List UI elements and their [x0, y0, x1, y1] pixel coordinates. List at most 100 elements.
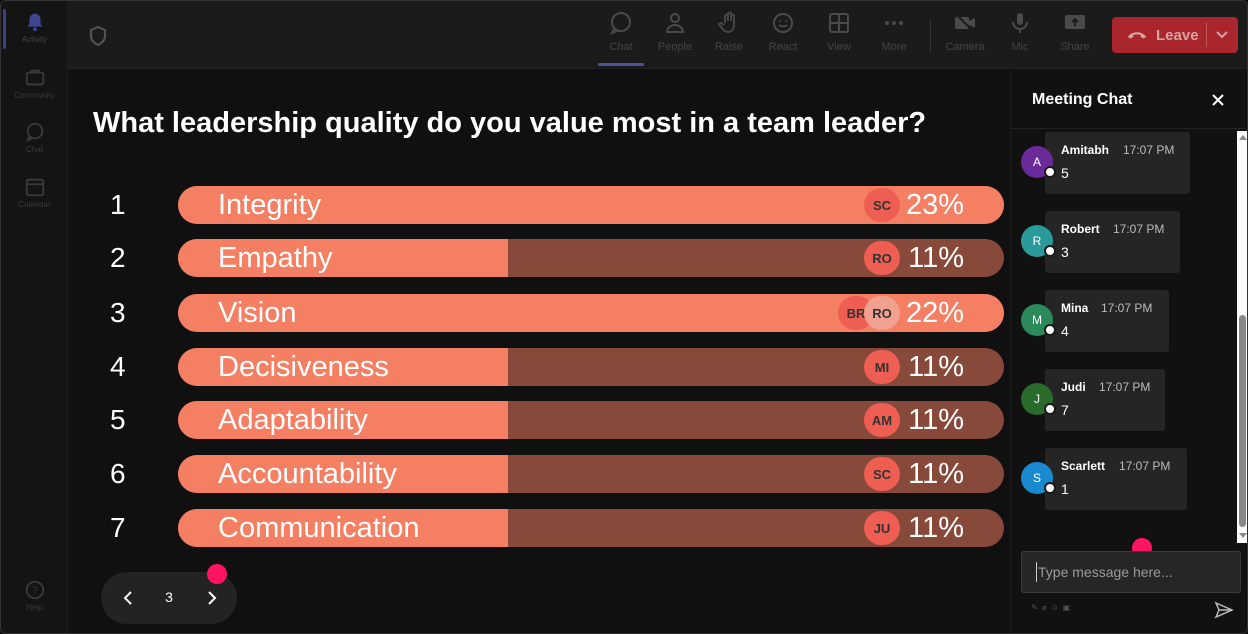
chat-scrollbar[interactable] — [1237, 131, 1247, 543]
rail-item-calendar[interactable]: Calendar — [1, 176, 68, 226]
shield-icon[interactable] — [88, 25, 108, 47]
poll-option-6: 6 Accountability SC 11% — [68, 455, 1010, 493]
chat-icon — [609, 12, 631, 35]
chevron-down-icon[interactable] — [1212, 25, 1232, 45]
message-text: 1 — [1061, 481, 1069, 497]
poll-results: What leadership quality do you value mos… — [68, 69, 1010, 633]
emoji-icon[interactable]: ☺ — [1050, 603, 1059, 612]
message-text: 5 — [1061, 165, 1069, 181]
view-button[interactable]: View — [816, 11, 862, 63]
mic-button[interactable]: Mic — [997, 11, 1043, 63]
message-bubble[interactable]: Judi 17:07 PM 7 — [1045, 369, 1165, 431]
rail-item-help[interactable]: ? Help — [1, 579, 68, 629]
option-label: Integrity — [218, 189, 322, 221]
share-label: Share — [1060, 41, 1090, 53]
leave-separator — [1206, 23, 1207, 47]
message-text: 3 — [1061, 244, 1069, 260]
option-number: 5 — [110, 404, 126, 435]
option-label: Accountability — [218, 458, 397, 490]
gif-icon[interactable]: ▣ — [1062, 603, 1071, 612]
mic-icon — [1012, 13, 1028, 33]
option-label: Vision — [218, 297, 297, 329]
message-text: 4 — [1061, 323, 1069, 339]
more-button[interactable]: More — [871, 11, 917, 63]
option-number: 2 — [110, 242, 126, 273]
option-bar: Accountability SC 11% — [178, 455, 1004, 493]
presence-status-icon — [1044, 166, 1056, 178]
sender-name: Scarlett — [1061, 459, 1106, 473]
rail-label-community: Community — [14, 91, 55, 100]
presence-status-icon — [1044, 324, 1056, 336]
calendar-icon — [25, 178, 44, 197]
active-tab-indicator — [598, 63, 644, 66]
poll-option-2: 2 Empathy RO 11% — [68, 239, 1010, 277]
option-bar: Vision BR RO 22% — [178, 294, 1004, 332]
react-button[interactable]: React — [760, 11, 806, 63]
message-bubble[interactable]: Mina 17:07 PM 4 — [1045, 290, 1169, 352]
sender-name: Mina — [1061, 301, 1089, 315]
scroll-down-arrow-icon[interactable] — [1239, 533, 1247, 538]
meeting-toolbar: Chat People Raise React View More Camera — [68, 1, 1247, 69]
rail-active-indicator — [3, 9, 6, 49]
poll-option-3: 3 Vision BR RO 22% — [68, 294, 1010, 332]
close-icon[interactable] — [1209, 91, 1227, 109]
poll-pager: 3 — [101, 572, 237, 624]
scroll-up-arrow-icon[interactable] — [1239, 135, 1247, 140]
sender-name: Amitabh — [1061, 143, 1109, 157]
option-number: 3 — [110, 297, 126, 328]
rail-item-chat[interactable]: Chat — [1, 121, 68, 171]
message-time: 17:07 PM — [1113, 222, 1165, 236]
voter-avatar: AM — [864, 403, 900, 437]
rail-item-activity[interactable]: Activity — [1, 11, 68, 61]
option-bar-fill — [178, 401, 508, 439]
help-icon: ? — [25, 580, 44, 600]
format-icon[interactable]: ✎ — [1031, 603, 1038, 612]
option-bar: Integrity SC 23% — [178, 186, 1004, 224]
camera-button[interactable]: Camera — [942, 11, 988, 63]
message-bubble[interactable]: Scarlett 17:07 PM 1 — [1045, 448, 1187, 510]
chat-header-divider — [1011, 128, 1247, 129]
option-label: Decisiveness — [218, 351, 389, 383]
poll-option-1: 1 Integrity SC 23% — [68, 186, 1010, 224]
svg-text:?: ? — [32, 586, 38, 597]
community-icon — [25, 69, 44, 86]
chat-button[interactable]: Chat — [598, 11, 644, 63]
voter-avatar: RO — [864, 296, 900, 330]
message-bubble[interactable]: Robert 17:07 PM 3 — [1045, 211, 1180, 273]
send-icon[interactable] — [1214, 600, 1234, 620]
leave-label: Leave — [1156, 26, 1199, 44]
chevron-right-icon[interactable] — [202, 588, 222, 608]
chat-icon — [25, 122, 43, 142]
voter-avatar: RO — [864, 241, 900, 275]
option-percentage: 11% — [908, 512, 964, 544]
poll-question: What leadership quality do you value mos… — [93, 107, 927, 139]
people-label: People — [657, 41, 693, 53]
rail-item-community[interactable]: Community — [1, 67, 68, 117]
scroll-thumb[interactable] — [1239, 315, 1246, 527]
option-label: Adaptability — [218, 404, 368, 436]
leave-button[interactable]: Leave — [1112, 17, 1238, 53]
rail-label-chat: Chat — [26, 145, 43, 154]
chat-message-input[interactable] — [1021, 551, 1241, 593]
chevron-left-icon[interactable] — [118, 588, 138, 608]
poll-option-4: 4 Decisiveness MI 11% — [68, 348, 1010, 386]
voter-avatar: SC — [864, 188, 900, 222]
option-number: 1 — [110, 189, 126, 220]
hand-icon — [717, 11, 735, 33]
message-bubble[interactable]: Amitabh 17:07 PM 5 — [1045, 132, 1190, 194]
people-button[interactable]: People — [652, 11, 698, 63]
raise-hand-button[interactable]: Raise — [706, 11, 752, 63]
grid-icon — [829, 13, 849, 33]
meeting-chat-panel: Meeting Chat Amitabh 17:07 PM 5 A Robert 17:0… — [1010, 69, 1247, 633]
share-screen-icon — [1065, 15, 1085, 29]
option-percentage: 11% — [908, 404, 964, 436]
option-percentage: 11% — [908, 351, 964, 383]
message-text: 7 — [1061, 402, 1069, 418]
attach-icon[interactable]: ⌀ — [1041, 603, 1047, 612]
share-button[interactable]: Share — [1052, 11, 1098, 63]
option-label: Empathy — [218, 242, 333, 274]
text-caret — [1036, 562, 1037, 582]
toolbar-divider — [930, 19, 931, 53]
poll-option-7: 7 Communication JU 11% — [68, 509, 1010, 547]
